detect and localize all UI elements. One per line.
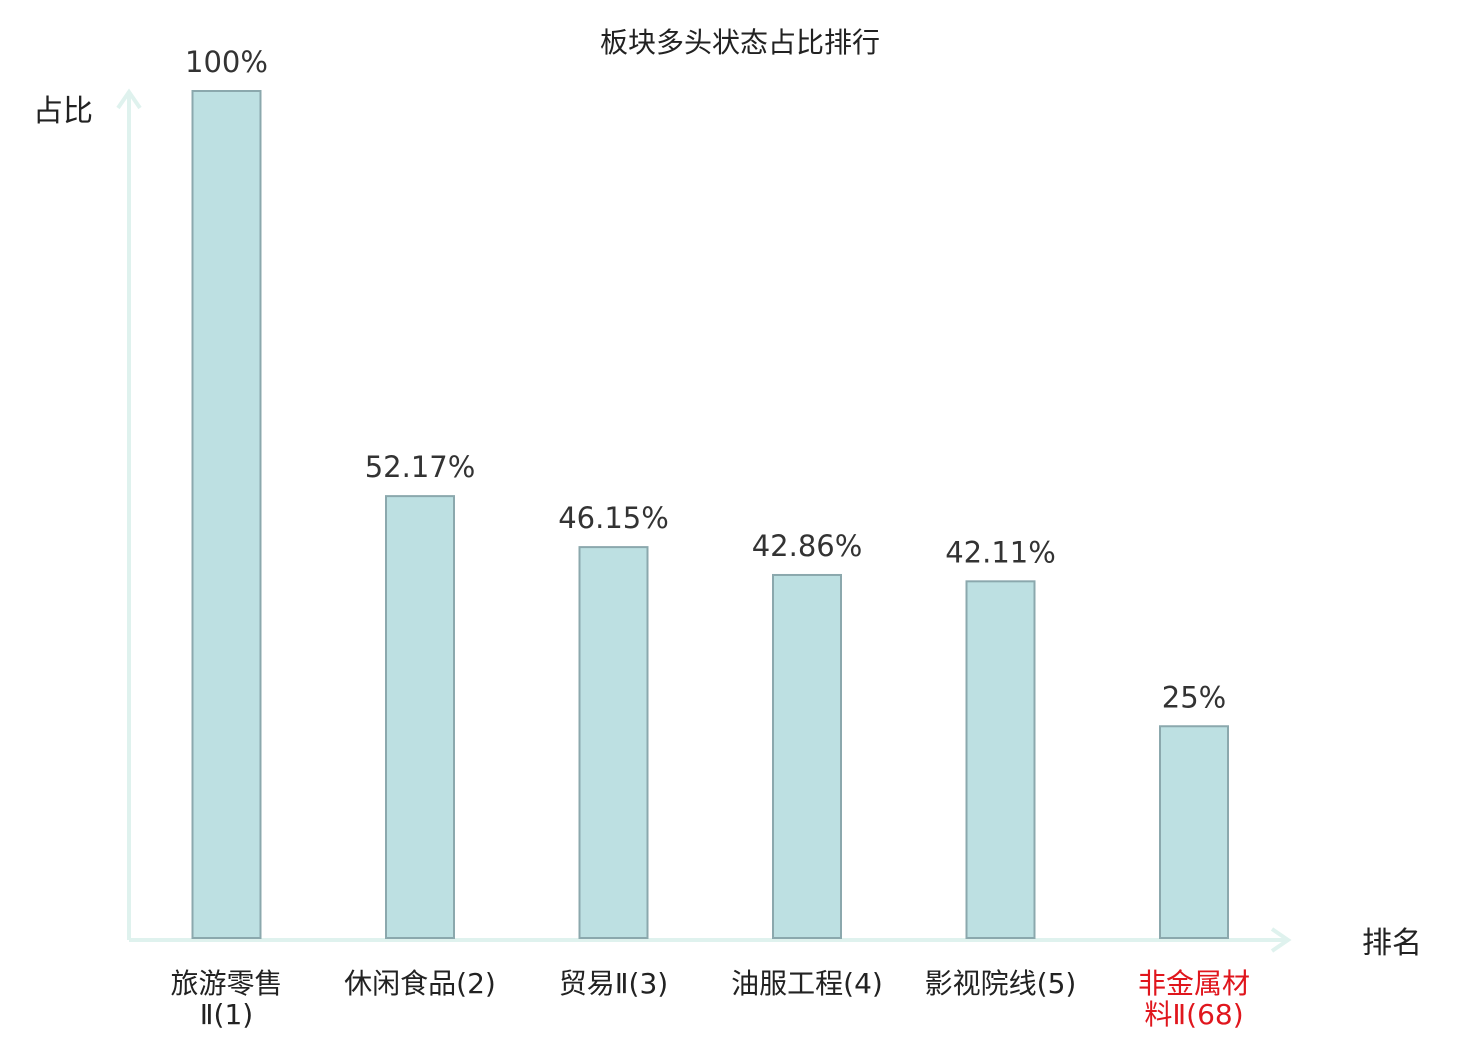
category-label-line: Ⅱ(1) xyxy=(200,998,253,1031)
bar-value-label: 25% xyxy=(1162,680,1226,714)
bar-series xyxy=(191,90,1229,940)
chart-title: 板块多头状态占比排行 xyxy=(600,26,880,59)
y-axis-label: 占比 xyxy=(33,94,93,129)
category-label: 油服工程(4) xyxy=(731,967,883,1000)
bar xyxy=(1159,725,1229,939)
category-labels: 旅游零售 Ⅱ(1) 休闲食品(2) 贸易Ⅱ(3) 油服工程(4) 影视院线(5) 非金属材料… xyxy=(170,967,1250,1031)
category-label-line: 旅游零售 xyxy=(170,967,282,1000)
category-label: 非金属材料Ⅱ(68) xyxy=(1138,967,1250,1031)
category-label: 影视院线(5) xyxy=(925,967,1077,1000)
bar xyxy=(191,90,262,939)
y-axis-arrow-icon xyxy=(116,88,142,110)
category-label-line: 贸易Ⅱ(3) xyxy=(559,967,668,1000)
bar-value-label: 52.17% xyxy=(365,450,476,484)
category-label: 贸易Ⅱ(3) xyxy=(559,967,668,1000)
category-label-line: 油服工程(4) xyxy=(731,967,883,1000)
bar-value-label: 100% xyxy=(185,45,268,79)
bar xyxy=(965,580,1036,939)
category-label: 旅游零售 Ⅱ(1) xyxy=(170,967,282,1031)
bar-value-label: 42.86% xyxy=(752,529,863,563)
category-label: 休闲食品(2) xyxy=(344,967,496,1000)
bar xyxy=(385,495,455,939)
bar-value-label: 46.15% xyxy=(558,501,669,535)
bar xyxy=(578,546,649,939)
x-axis-label: 排名 xyxy=(1362,926,1422,961)
bar-value-label: 42.11% xyxy=(945,535,1056,569)
bar xyxy=(772,573,842,940)
x-axis-arrow-icon xyxy=(1270,927,1292,953)
category-label-line: 休闲食品(2) xyxy=(344,967,496,1000)
category-label-line: 非金属材 xyxy=(1138,967,1250,1000)
category-label-line: 料Ⅱ(68) xyxy=(1144,998,1243,1031)
category-label-line: 影视院线(5) xyxy=(925,967,1077,1000)
value-labels: 100% 52.17% 46.15% 42.86% 42.11% 25% xyxy=(185,45,1226,714)
